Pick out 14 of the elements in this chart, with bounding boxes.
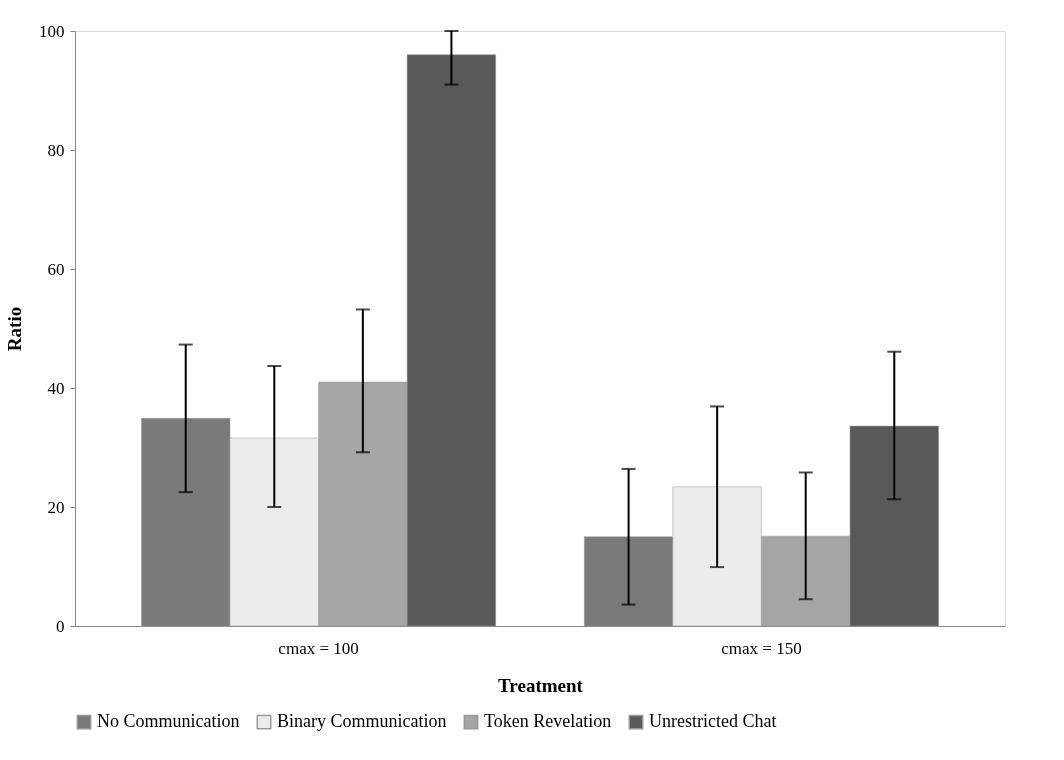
legend-label: No Communication [97,711,240,732]
x-axis-title: Treatment [498,674,584,696]
y-tick-label: 60 [47,259,65,279]
y-tick-label: 80 [47,140,65,160]
legend-label: Binary Communication [277,711,447,732]
y-tick-label: 20 [47,497,65,517]
x-tick-label: cmax = 150 [721,638,802,658]
y-tick-label: 0 [56,616,65,636]
y-tick-label: 100 [39,21,65,41]
y-axis-title: Ratio [4,306,25,352]
legend-label: Token Revelation [484,711,612,732]
x-tick-label: cmax = 100 [278,638,359,658]
y-tick-label: 40 [47,378,65,398]
legend-label: Unrestricted Chat [649,711,777,732]
